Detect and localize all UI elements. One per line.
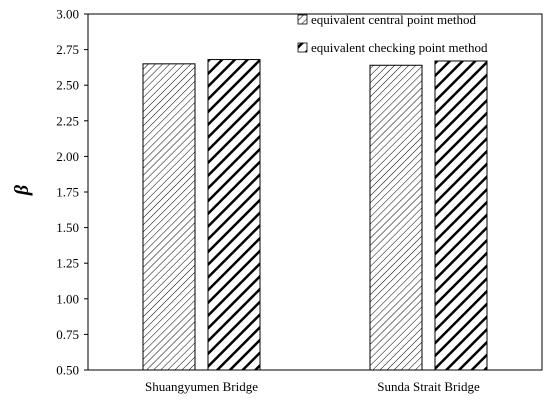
- legend-swatch-central: [297, 14, 308, 25]
- x-tick-label: Shuangyumen Bridge: [145, 379, 258, 394]
- y-tick-label: 2.50: [56, 78, 79, 93]
- x-tick-label: Sunda Strait Bridge: [377, 379, 480, 394]
- legend-swatch-checking: [297, 42, 308, 53]
- y-axis-label: β: [11, 184, 33, 196]
- legend-label-central: equivalent central point method: [311, 12, 476, 27]
- bar-checking-1: [434, 60, 488, 371]
- y-tick-label: 1.50: [56, 220, 79, 235]
- y-tick-label: 3.00: [56, 7, 79, 22]
- y-tick-label: 1.25: [56, 256, 79, 271]
- y-axis-title: β: [11, 184, 33, 196]
- axes: 0.50 0.75 1.00 1.25 1.50 1.75 2.00 2.25 2.50 2.75…: [56, 7, 543, 394]
- y-tick-label: 2.00: [56, 149, 79, 164]
- bar-checking-0: [207, 59, 261, 371]
- y-tick-label: 1.75: [56, 185, 79, 200]
- bar-central-0: [142, 63, 196, 371]
- y-tick-label: 0.75: [56, 327, 79, 342]
- y-tick-label: 2.25: [56, 113, 79, 128]
- legend: equivalent central point method equivale…: [297, 12, 488, 55]
- y-tick-label: 2.75: [56, 42, 79, 57]
- y-tick-label: 1.00: [56, 291, 79, 306]
- legend-item-central: equivalent central point method: [297, 12, 476, 27]
- bars: [142, 59, 488, 371]
- y-tick-label: 0.50: [56, 363, 79, 378]
- bar-central-1: [369, 64, 423, 371]
- legend-label-checking: equivalent checking point method: [311, 40, 488, 55]
- legend-item-checking: equivalent checking point method: [297, 40, 488, 55]
